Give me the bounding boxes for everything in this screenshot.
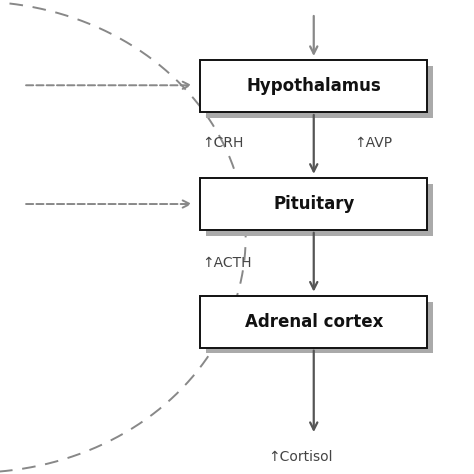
Text: ↑AVP: ↑AVP (355, 136, 393, 150)
Text: ↑CRH: ↑CRH (202, 136, 244, 150)
Text: Pituitary: Pituitary (273, 195, 355, 213)
Bar (206, 184, 433, 236)
Text: Hypothalamus: Hypothalamus (246, 77, 381, 95)
Bar (201, 178, 427, 230)
Bar (206, 66, 433, 118)
Bar (206, 301, 433, 354)
Text: Adrenal cortex: Adrenal cortex (245, 313, 383, 331)
Bar (201, 60, 427, 112)
Text: ↑ACTH: ↑ACTH (202, 256, 252, 270)
Bar (201, 296, 427, 348)
Text: ↑Cortisol: ↑Cortisol (268, 450, 333, 464)
